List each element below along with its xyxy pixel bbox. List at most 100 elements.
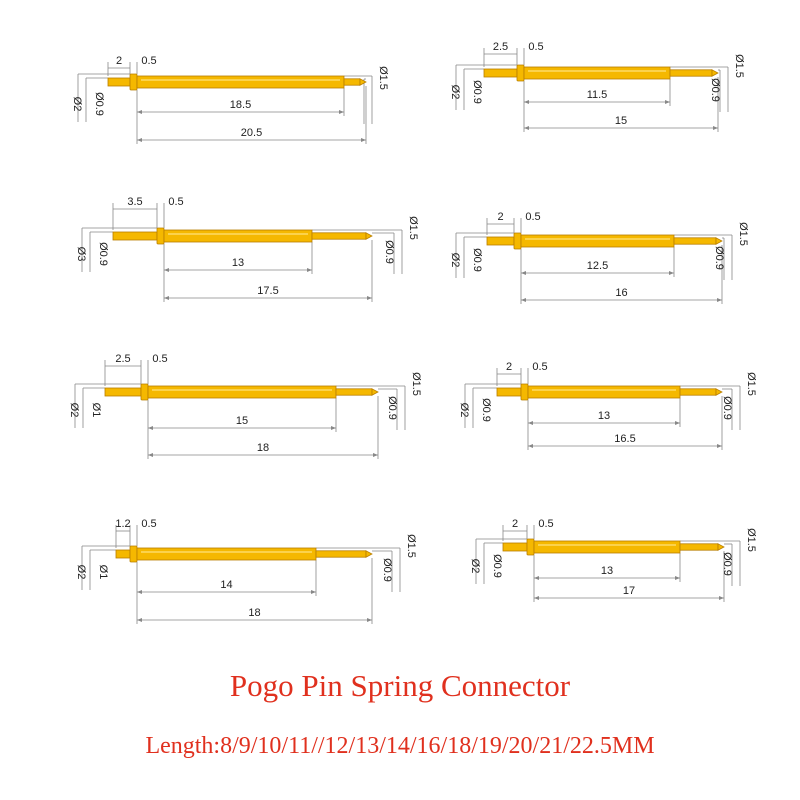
dim-tip-diameter: Ø0.9 <box>381 558 393 582</box>
dim-collar-length: 0.5 <box>525 211 540 223</box>
dim-tail-diameter: Ø2 <box>469 559 481 574</box>
pin-barrel <box>136 75 345 89</box>
pin-collar <box>516 64 525 82</box>
pin-plunger <box>335 388 373 396</box>
pin-drawing-7: 1.2 0.5 14 18 Ø2 Ø1 Ø1.5 Ø0.9 <box>75 518 417 624</box>
dim-total-length: 20.5 <box>241 127 262 139</box>
pin-collar <box>520 383 529 401</box>
pin-collar <box>156 227 165 245</box>
dim-tail-diameter: Ø2 <box>458 403 470 418</box>
dim-plunger-diameter: Ø0.9 <box>471 80 483 104</box>
arrow-head <box>528 444 533 448</box>
pin-tail <box>483 68 518 78</box>
dim-tail-diameter: Ø2 <box>75 565 87 580</box>
arrow-head <box>148 453 153 457</box>
arrow-head <box>367 618 372 622</box>
dim-tip-diameter: Ø0.9 <box>709 78 721 102</box>
pin-barrel <box>147 385 337 399</box>
pin-tip <box>365 232 373 240</box>
dim-collar-length: 0.5 <box>168 196 183 208</box>
pin-drawing-4: 2 0.5 12.5 16 Ø2 Ø0.9 Ø1.5 Ø0.9 <box>449 211 749 304</box>
pin-collar <box>140 383 149 401</box>
dim-barrel-length: 13 <box>232 257 244 269</box>
dim-tail-length: 2 <box>497 211 503 223</box>
dim-plunger-diameter: Ø1 <box>90 403 102 418</box>
pin-tail <box>502 542 528 552</box>
pin-barrel <box>533 540 681 554</box>
dim-collar-length: 0.5 <box>152 353 167 365</box>
dim-total-length: 18 <box>248 607 260 619</box>
dim-barrel-diameter: Ø1.5 <box>745 372 757 396</box>
arrow-head <box>524 100 529 104</box>
arrow-head <box>164 296 169 300</box>
pin-collar <box>129 73 138 91</box>
arrow-head <box>521 298 526 302</box>
pin-barrel <box>136 547 317 561</box>
arrow-head <box>521 271 526 275</box>
dim-tail-length: 1.2 <box>115 518 130 530</box>
dim-barrel-length: 13 <box>598 410 610 422</box>
pin-barrel <box>520 234 675 248</box>
pin-collar <box>513 232 522 250</box>
pin-plunger <box>343 78 361 86</box>
pin-tip <box>717 543 725 551</box>
dim-plunger-diameter: Ø0.9 <box>97 242 109 266</box>
dim-barrel-diameter: Ø1.5 <box>410 372 422 396</box>
pin-plunger <box>673 237 717 245</box>
caption-title: Pogo Pin Spring Connector <box>229 668 571 703</box>
dim-tail-diameter: Ø2 <box>68 403 80 418</box>
pin-tail <box>496 387 522 397</box>
arrow-head <box>373 453 378 457</box>
dim-tail-length: 3.5 <box>127 196 142 208</box>
dim-collar-length: 0.5 <box>532 361 547 373</box>
arrow-head <box>361 138 366 142</box>
dim-total-length: 17.5 <box>257 285 278 297</box>
dim-collar-length: 0.5 <box>141 518 156 530</box>
pin-barrel <box>527 385 681 399</box>
dim-total-length: 16.5 <box>614 433 635 445</box>
pin-barrel <box>523 66 671 80</box>
arrow-head <box>164 268 169 272</box>
pin-drawing-3: 3.5 0.5 13 17.5 Ø3 Ø0.9 Ø1.5 Ø0.9 <box>75 196 419 302</box>
pin-drawing-8: 2 0.5 13 17 Ø2 Ø0.9 Ø1.5 Ø0.9 <box>469 518 757 602</box>
arrow-head <box>534 576 539 580</box>
pin-tip <box>715 388 723 396</box>
arrow-head <box>719 596 724 600</box>
pin-drawing-2: 2.5 0.5 11.5 15 Ø2 Ø0.9 Ø1.5 Ø0.9 <box>449 41 745 132</box>
dim-barrel-length: 15 <box>236 415 248 427</box>
dim-barrel-length: 13 <box>601 565 613 577</box>
dim-collar-length: 0.5 <box>528 41 543 53</box>
pin-tail <box>486 236 515 246</box>
dim-total-length: 16 <box>615 287 627 299</box>
dim-barrel-diameter: Ø1.5 <box>407 216 419 240</box>
dim-tip-diameter: Ø0.9 <box>383 240 395 264</box>
dim-total-length: 17 <box>623 585 635 597</box>
dim-plunger-diameter: Ø0.9 <box>491 554 503 578</box>
pin-collar <box>526 538 535 556</box>
arrow-head <box>675 421 680 425</box>
dim-barrel-diameter: Ø1.5 <box>737 222 749 246</box>
pin-tip <box>711 69 719 77</box>
dim-tail-diameter: Ø2 <box>71 97 83 112</box>
arrow-head <box>311 590 316 594</box>
pin-tip <box>359 78 367 86</box>
dim-total-length: 18 <box>257 442 269 454</box>
arrow-head <box>675 576 680 580</box>
dim-collar-length: 0.5 <box>538 518 553 530</box>
dim-tail-diameter: Ø3 <box>75 247 87 262</box>
pin-tail <box>112 231 158 241</box>
dim-plunger-diameter: Ø0.9 <box>471 248 483 272</box>
dim-tail-length: 2 <box>116 55 122 67</box>
arrow-head <box>367 296 372 300</box>
dim-barrel-diameter: Ø1.5 <box>733 54 745 78</box>
pin-tip <box>715 237 723 245</box>
arrow-head <box>307 268 312 272</box>
pin-plunger <box>679 388 717 396</box>
dim-tip-diameter: Ø0.9 <box>721 396 733 420</box>
dim-plunger-diameter: Ø1 <box>97 565 109 580</box>
dim-barrel-diameter: Ø1.5 <box>377 66 389 90</box>
pin-plunger <box>669 69 713 77</box>
dim-tail-length: 2 <box>512 518 518 530</box>
arrow-head <box>717 298 722 302</box>
